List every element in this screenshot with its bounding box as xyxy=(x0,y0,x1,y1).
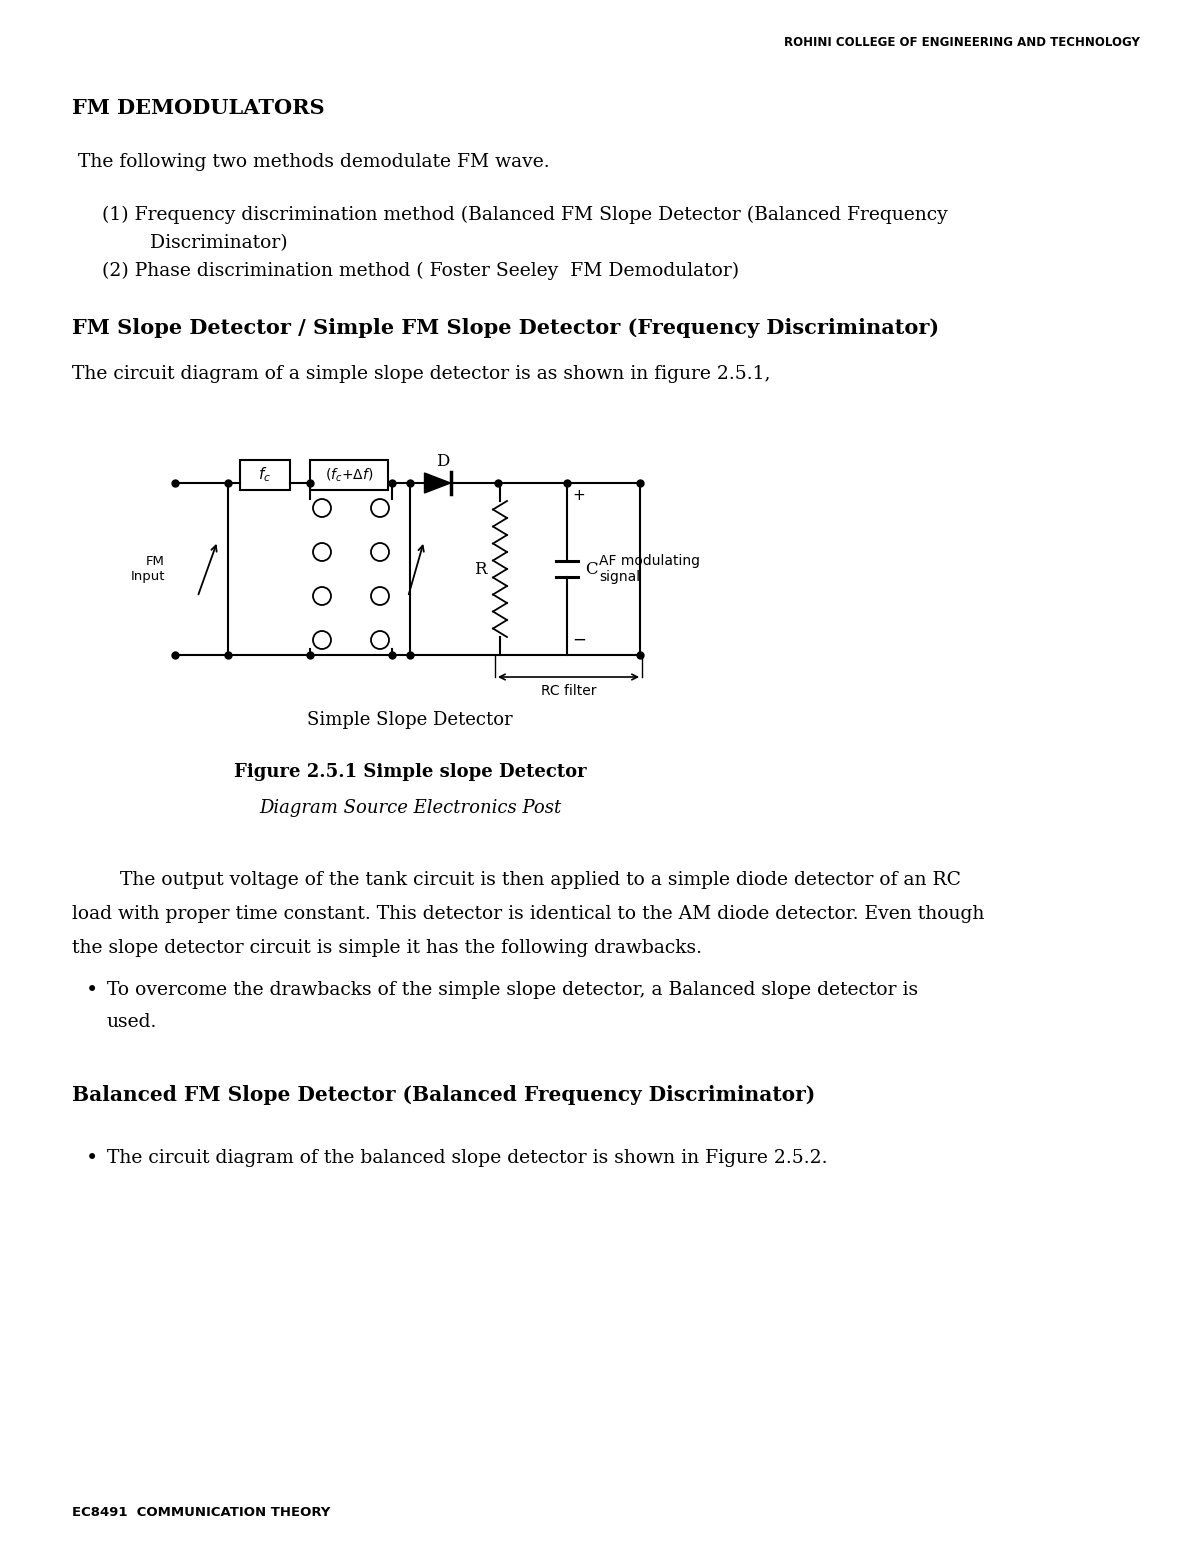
Text: To overcome the drawbacks of the simple slope detector, a Balanced slope detecto: To overcome the drawbacks of the simple … xyxy=(107,981,918,999)
Text: The following two methods demodulate FM wave.: The following two methods demodulate FM … xyxy=(72,154,550,171)
Text: The circuit diagram of the balanced slope detector is shown in Figure 2.5.2.: The circuit diagram of the balanced slop… xyxy=(107,1149,828,1166)
Text: (2) Phase discrimination method ( Foster Seeley  FM Demodulator): (2) Phase discrimination method ( Foster… xyxy=(102,262,739,280)
Text: $f_c$: $f_c$ xyxy=(258,466,271,485)
Polygon shape xyxy=(425,474,450,492)
Text: $(f_c{+}\Delta f)$: $(f_c{+}\Delta f)$ xyxy=(325,466,373,483)
Text: used.: used. xyxy=(107,1013,157,1031)
Text: •: • xyxy=(86,1148,98,1168)
Text: The circuit diagram of a simple slope detector is as shown in figure 2.5.1,: The circuit diagram of a simple slope de… xyxy=(72,365,770,384)
Text: FM DEMODULATORS: FM DEMODULATORS xyxy=(72,98,325,118)
Text: load with proper time constant. This detector is identical to the AM diode detec: load with proper time constant. This det… xyxy=(72,905,984,922)
Text: •: • xyxy=(86,980,98,1000)
Bar xyxy=(310,460,388,491)
Text: the slope detector circuit is simple it has the following drawbacks.: the slope detector circuit is simple it … xyxy=(72,940,702,957)
Text: −: − xyxy=(572,631,586,649)
Text: FM
Input: FM Input xyxy=(131,554,166,582)
Text: Simple Slope Detector: Simple Slope Detector xyxy=(307,711,512,728)
Text: EC8491  COMMUNICATION THEORY: EC8491 COMMUNICATION THEORY xyxy=(72,1505,330,1519)
Text: (1) Frequency discrimination method (Balanced FM Slope Detector (Balanced Freque: (1) Frequency discrimination method (Bal… xyxy=(102,207,948,224)
Bar xyxy=(240,460,290,491)
Text: Diagram Source Electronics Post: Diagram Source Electronics Post xyxy=(259,798,562,817)
Text: Discriminator): Discriminator) xyxy=(102,235,288,252)
Text: +: + xyxy=(572,488,584,503)
Text: AF modulating
signal: AF modulating signal xyxy=(599,554,700,584)
Text: D: D xyxy=(436,452,449,469)
Text: RC filter: RC filter xyxy=(541,683,596,697)
Text: FM Slope Detector / Simple FM Slope Detector (Frequency Discriminator): FM Slope Detector / Simple FM Slope Dete… xyxy=(72,318,940,339)
Text: The output voltage of the tank circuit is then applied to a simple diode detecto: The output voltage of the tank circuit i… xyxy=(72,871,961,888)
Text: Balanced FM Slope Detector (Balanced Frequency Discriminator): Balanced FM Slope Detector (Balanced Fre… xyxy=(72,1086,815,1106)
Text: R: R xyxy=(474,561,486,578)
Text: C: C xyxy=(586,561,598,578)
Text: ROHINI COLLEGE OF ENGINEERING AND TECHNOLOGY: ROHINI COLLEGE OF ENGINEERING AND TECHNO… xyxy=(784,36,1140,48)
Text: Figure 2.5.1 Simple slope Detector: Figure 2.5.1 Simple slope Detector xyxy=(234,763,587,781)
